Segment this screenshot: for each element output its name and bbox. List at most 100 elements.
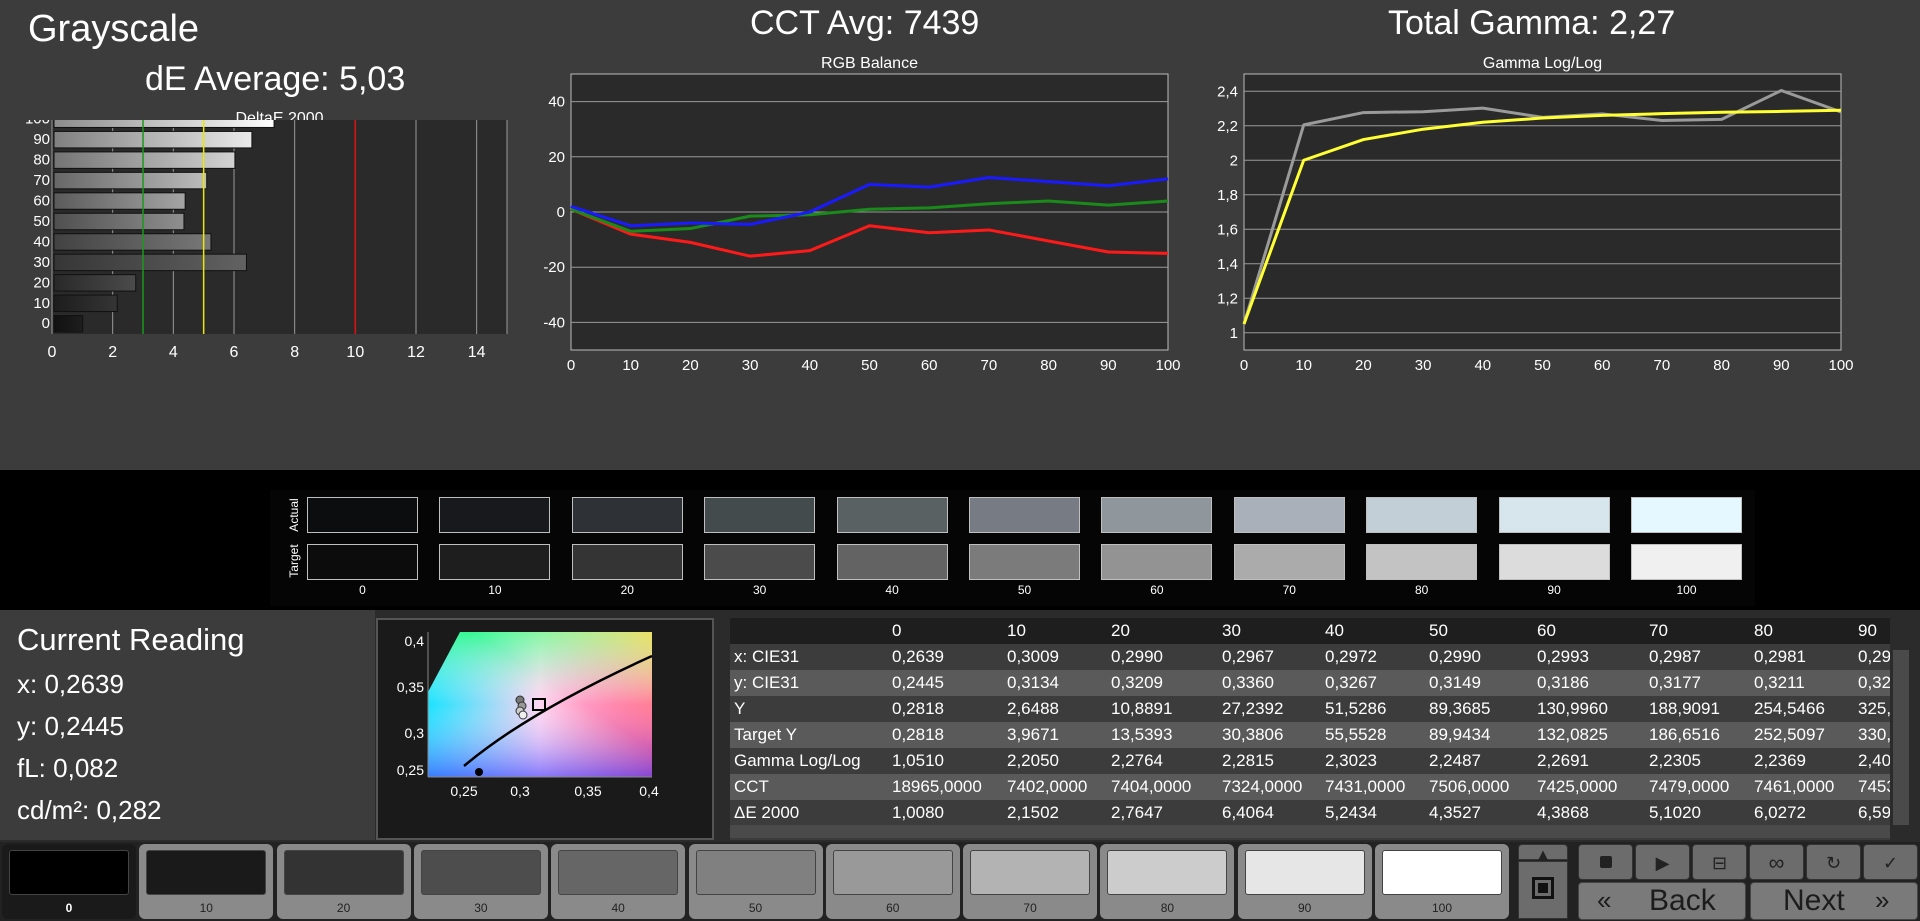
patch-button[interactable]: 80	[1100, 844, 1235, 919]
patch-color	[832, 850, 953, 895]
table-row: Target Y 0,2818 3,9671 13,5393 30,3806 55,552…	[730, 722, 1890, 748]
scroll-up-button[interactable]: ▲	[1518, 844, 1568, 865]
patch-color	[283, 850, 404, 895]
rgb-y-tick: -20	[543, 259, 565, 276]
table-vertical-scrollbar[interactable]	[1893, 650, 1909, 825]
table-cell: 7404,0000	[1107, 774, 1218, 800]
table-cell: 252,5097	[1750, 722, 1854, 748]
patch-button[interactable]: 30	[413, 844, 548, 919]
deltae-bar	[53, 233, 212, 251]
measurement-table[interactable]: 0102030405060708090100x: CIE310,26390,30…	[730, 618, 1890, 840]
table-cell: 0,3209	[1107, 670, 1218, 696]
table-cell: 0,2993	[1537, 647, 1589, 666]
cie-diagram: 0,25 0,3 0,35 0,4 0,4 0,35 0,3 0,25	[376, 618, 714, 840]
table-cell: 0,2639	[892, 647, 944, 666]
confirm-button[interactable]: ✓	[1863, 844, 1918, 880]
table-horizontal-scrollbar[interactable]	[730, 825, 1890, 838]
deltae-bar	[53, 253, 247, 272]
gamma-y-tick: 1	[1230, 325, 1238, 342]
swatch-label: 0	[359, 583, 366, 597]
patch-button[interactable]: 20	[276, 844, 411, 919]
refresh-icon: ↻	[1825, 853, 1842, 873]
table-cell: 0,2967	[1222, 647, 1274, 666]
actual-swatch	[307, 497, 418, 533]
gamma-y-tick: 1,4	[1217, 256, 1238, 273]
next-button-label: Next	[1783, 884, 1845, 917]
reading-x: x: 0,2639	[17, 669, 124, 699]
table-cell: 30,3806	[1218, 722, 1321, 748]
patch-button[interactable]: 10	[139, 844, 274, 919]
actual-row-label: Actual	[287, 498, 301, 532]
current-reading-panel: Current Reading x: 0,2639 y: 0,2445 fL: …	[0, 610, 375, 840]
actual-swatch	[439, 497, 551, 533]
table-cell: 0,3177	[1645, 670, 1750, 696]
table-column-header: 60	[1533, 618, 1645, 644]
deltae-bar	[53, 151, 236, 169]
double-chevron-right-icon: »	[1875, 885, 1890, 915]
table-cell: 2,2815	[1222, 751, 1274, 770]
deltae-y-tick: 100	[25, 120, 50, 128]
table-column-header	[730, 618, 888, 644]
deltae-chart: 024681012141009080706050403020100	[25, 120, 508, 361]
table-column-header: 80	[1750, 618, 1854, 644]
table-cell: 27,2392	[1222, 699, 1284, 718]
deltae-bar	[53, 130, 253, 149]
table-cell: 4,3868	[1537, 803, 1589, 822]
table-row: y: CIE31 0,2445 0,3134 0,3209 0,3360 0,3267 0,…	[730, 670, 1890, 696]
gamma-x-tick: 20	[1355, 357, 1372, 374]
rgb-series-line	[570, 207, 1169, 258]
table-cell: 0,3217	[1854, 670, 1890, 696]
deltae-y-tick: 30	[33, 254, 50, 271]
table-column-header: 20	[1107, 618, 1218, 644]
table-cell: 5,2434	[1325, 803, 1377, 822]
swatch-label: 30	[753, 583, 767, 597]
cie-gamut-highlight	[428, 632, 652, 777]
rgb-x-tick: 10	[622, 357, 639, 374]
rgb-chart-title: RGB Balance	[821, 55, 918, 72]
table-cell: 186,6516	[1645, 722, 1750, 748]
patch-button[interactable]: 50	[688, 844, 823, 919]
single-read-button[interactable]: ⊟	[1692, 844, 1747, 880]
next-button[interactable]: Next »	[1750, 882, 1918, 920]
rgb-x-tick: 70	[981, 357, 998, 374]
table-cell: 0,3134	[1003, 670, 1107, 696]
table-cell: 2,6488	[1007, 699, 1059, 718]
table-cell: 254,5466	[1754, 699, 1825, 718]
table-cell: 1,0510	[892, 751, 944, 770]
patch-button[interactable]: 100	[1375, 844, 1509, 919]
deltae-y-tick: 60	[33, 193, 50, 210]
cie-y-tick: 0,35	[397, 679, 424, 695]
continuous-button[interactable]: ∞	[1749, 844, 1804, 880]
refresh-button[interactable]: ↻	[1806, 844, 1861, 880]
stop-button[interactable]	[1578, 844, 1633, 880]
patch-button[interactable]: 0	[2, 844, 136, 919]
table-cell: 7506,0000	[1425, 774, 1533, 800]
table-row-label: Y	[734, 699, 746, 718]
deltae-y-tick: 50	[33, 213, 50, 230]
table-cell: 0,2987	[1649, 647, 1701, 666]
cie-outside-region	[428, 632, 460, 692]
table-cell: 2,2487	[1429, 751, 1481, 770]
target-swatch	[571, 544, 683, 580]
rgb-y-tick: 40	[548, 94, 565, 111]
patch-color	[1244, 850, 1365, 895]
cie-y-tick: 0,4	[405, 633, 425, 649]
back-button[interactable]: « Back	[1578, 882, 1746, 920]
cie-x-tick: 0,35	[574, 783, 601, 799]
rgb-x-tick: 0	[567, 357, 575, 374]
patch-color	[420, 850, 541, 895]
table-cell: 4,3527	[1429, 803, 1481, 822]
blackbody-curve	[463, 654, 653, 767]
patch-button[interactable]: 70	[963, 844, 1098, 919]
rgb-x-tick: 30	[742, 357, 759, 374]
stop-icon-fill	[1538, 883, 1548, 893]
swatch-label: 10	[488, 583, 502, 597]
table-row-label: CCT	[730, 774, 888, 800]
patch-button[interactable]: 40	[551, 844, 686, 919]
patch-button[interactable]: 90	[1237, 844, 1372, 919]
stop-measure-button[interactable]	[1518, 861, 1568, 919]
patch-button[interactable]: 60	[825, 844, 960, 919]
deltae-x-tick: 2	[108, 344, 117, 361]
table-cell: 0,2981	[1754, 647, 1806, 666]
play-button[interactable]: ▶	[1635, 844, 1690, 880]
